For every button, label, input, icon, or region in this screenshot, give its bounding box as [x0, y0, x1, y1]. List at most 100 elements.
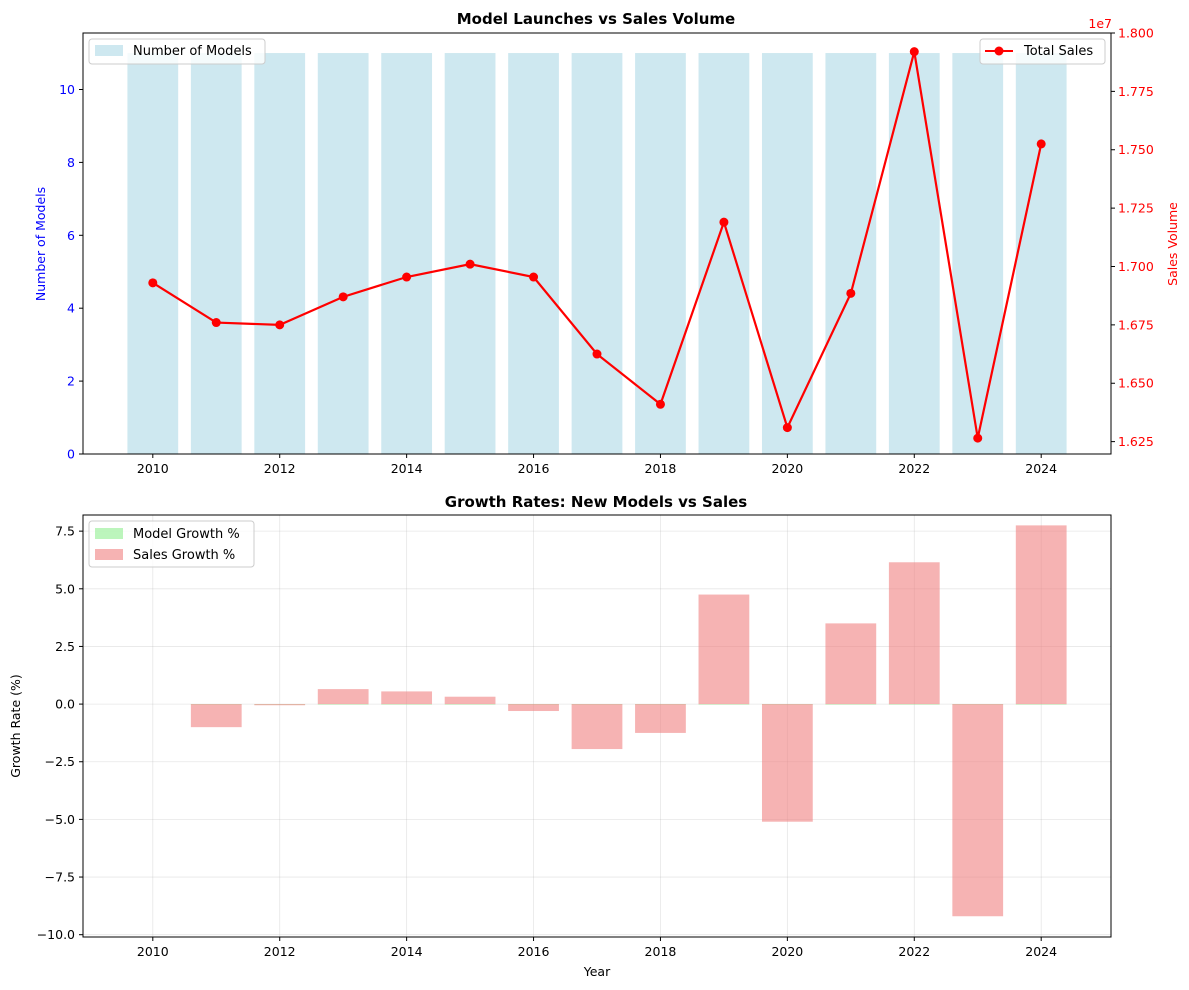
bottom-x-axis-label: Year	[583, 964, 611, 979]
sales-point	[148, 278, 158, 288]
top-left-tick-label: 2	[67, 374, 75, 389]
top-right-tick-label: 1.625	[1118, 434, 1154, 449]
models-bar	[317, 53, 369, 455]
top-plot-frame	[82, 32, 1112, 455]
sales-growth-bar	[761, 704, 813, 822]
sales-growth-bar	[381, 691, 433, 705]
top-right-tick-label: 1.750	[1118, 142, 1154, 157]
bottom-x-tick-label: 2012	[264, 944, 296, 959]
sales-point	[782, 423, 792, 433]
top-x-tick-label: 2022	[898, 461, 930, 476]
sales-point	[338, 292, 348, 302]
top-left-tick-label: 8	[67, 155, 75, 170]
models-bar	[571, 53, 623, 455]
bottom-legend: Model Growth % Sales Growth %	[88, 520, 255, 568]
bottom-x-tick-label: 2010	[137, 944, 169, 959]
legend-marker-sales	[994, 46, 1004, 56]
top-chart-title: Model Launches vs Sales Volume	[457, 10, 735, 28]
bottom-plot-frame	[82, 514, 1112, 938]
models-bar	[508, 53, 559, 455]
models-bar	[190, 53, 242, 455]
top-x-tick-label: 2014	[391, 461, 423, 476]
top-right-tick-label: 1.650	[1118, 376, 1154, 391]
models-bar	[635, 53, 686, 455]
bottom-x-tick-label: 2022	[898, 944, 930, 959]
legend-label-model-growth: Model Growth %	[133, 527, 240, 542]
models-bar	[825, 53, 877, 455]
sales-growth-bar	[1015, 525, 1067, 705]
top-legend-right: Total Sales	[979, 38, 1106, 65]
top-left-tick-label: 6	[67, 228, 75, 243]
sales-growth-bar	[698, 594, 750, 705]
model-growth-bar	[698, 704, 750, 705]
top-x-tick-label: 2024	[1025, 461, 1057, 476]
bottom-y-tick-label: 2.5	[55, 639, 75, 654]
legend-swatch-models	[95, 45, 123, 56]
model-growth-bar	[381, 704, 433, 705]
models-bar	[127, 53, 179, 455]
top-legend-left: Number of Models	[88, 38, 266, 65]
bottom-y-tick-label: −5.0	[45, 812, 75, 827]
sales-growth-bar	[571, 704, 623, 750]
bottom-chart-title: Growth Rates: New Models vs Sales	[445, 493, 748, 511]
bottom-y-tick-label: −2.5	[45, 754, 75, 769]
bottom-y-tick-label: −10.0	[37, 927, 75, 942]
top-left-axis-label: Number of Models	[33, 187, 48, 301]
legend-swatch-sales-growth	[95, 549, 123, 560]
bottom-y-tick-label: 0.0	[55, 697, 75, 712]
sales-point	[719, 217, 729, 227]
top-left-tick-label: 10	[59, 82, 75, 97]
model-growth-bar	[317, 704, 369, 705]
bottom-y-tick-label: −7.5	[45, 870, 75, 885]
top-x-tick-label: 2020	[771, 461, 803, 476]
top-right-axis-offset: 1e7	[1088, 16, 1112, 31]
sales-growth-bar	[508, 704, 559, 712]
models-bar	[1015, 53, 1067, 455]
bottom-panel: Growth Rates: New Models vs Sales 2010 20…	[8, 493, 1112, 979]
sales-point	[211, 318, 221, 328]
bottom-x-tick-label: 2018	[645, 944, 677, 959]
models-bar	[952, 53, 1004, 455]
legend-swatch-model-growth	[95, 528, 123, 539]
models-bar	[761, 53, 813, 455]
legend-label-sales-growth: Sales Growth %	[133, 548, 235, 563]
top-x-tick-label: 2012	[264, 461, 296, 476]
sales-point	[592, 349, 602, 359]
top-left-tick-label: 0	[67, 447, 75, 462]
models-bar	[698, 53, 750, 455]
sales-point	[655, 399, 665, 409]
sales-point	[275, 320, 285, 330]
sales-growth-bar	[190, 704, 242, 728]
model-growth-bar	[1015, 704, 1067, 705]
sales-growth-bar	[952, 704, 1004, 917]
sales-growth-bar	[444, 696, 496, 705]
sales-point	[465, 259, 475, 269]
model-growth-bar	[444, 704, 496, 705]
sales-growth-bar	[888, 562, 940, 705]
model-growth-bar	[825, 704, 877, 705]
models-bar	[254, 53, 306, 455]
legend-label-sales: Total Sales	[1023, 44, 1093, 59]
top-right-tick-label: 1.775	[1118, 84, 1154, 99]
bottom-x-tick-label: 2024	[1025, 944, 1057, 959]
top-panel: Model Launches vs Sales Volume 2010 2012 2…	[33, 10, 1180, 476]
models-bar	[444, 53, 496, 455]
top-right-axis-label: Sales Volume	[1165, 202, 1180, 286]
sales-point	[529, 272, 539, 282]
bottom-x-tick-label: 2020	[771, 944, 803, 959]
bottom-y-tick-label: 7.5	[55, 524, 75, 539]
models-bar	[888, 53, 940, 455]
top-x-tick-label: 2016	[518, 461, 550, 476]
top-right-tick-label: 1.675	[1118, 317, 1154, 332]
sales-growth-bar	[317, 689, 369, 705]
sales-point	[402, 272, 412, 282]
bottom-x-tick-label: 2016	[518, 944, 550, 959]
bottom-y-tick-label: 5.0	[55, 581, 75, 596]
sales-point	[909, 47, 919, 57]
sales-growth-bar	[635, 704, 686, 733]
top-x-tick-label: 2010	[137, 461, 169, 476]
top-right-tick-label: 1.700	[1118, 259, 1154, 274]
bottom-x-tick-label: 2014	[391, 944, 423, 959]
models-bar	[381, 53, 433, 455]
